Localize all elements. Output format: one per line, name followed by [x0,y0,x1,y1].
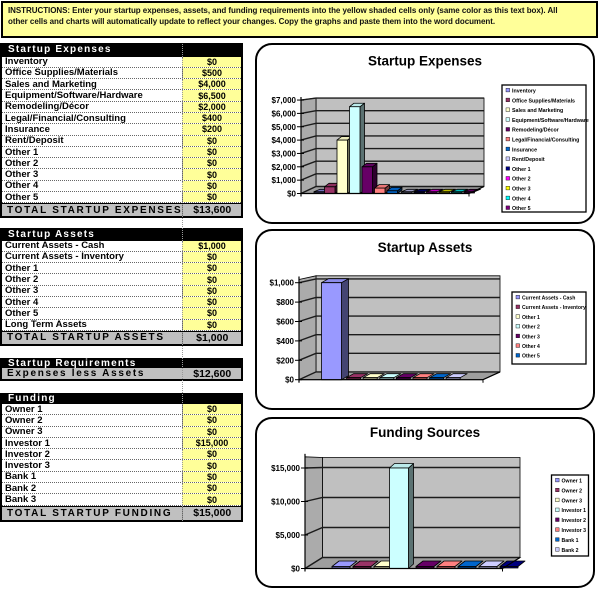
svg-text:Remodeling/Décor: Remodeling/Décor [512,128,559,134]
svg-text:Other 2: Other 2 [522,325,540,331]
svg-text:$800: $800 [276,298,294,307]
svg-text:Inventory: Inventory [512,89,536,95]
svg-text:Office Supplies/Materials: Office Supplies/Materials [512,98,575,104]
svg-text:$15,000: $15,000 [271,464,300,473]
svg-text:Other 5: Other 5 [512,206,531,212]
svg-text:$0: $0 [287,190,296,199]
svg-text:$600: $600 [276,318,294,327]
svg-text:$5,000: $5,000 [272,123,297,132]
svg-text:$6,000: $6,000 [272,109,297,118]
svg-text:Bank 2: Bank 2 [562,548,579,554]
svg-text:Current Assets - Cash: Current Assets - Cash [522,296,575,302]
svg-text:Investor 3: Investor 3 [562,528,587,534]
svg-text:Current Assets - Inventory: Current Assets - Inventory [522,305,586,311]
svg-text:$4,000: $4,000 [272,136,297,145]
svg-text:Owner 3: Owner 3 [562,498,583,504]
svg-text:Other 1: Other 1 [522,315,540,321]
svg-text:$0: $0 [291,565,300,574]
svg-text:Startup Expenses: Startup Expenses [368,54,482,69]
svg-text:Other 5: Other 5 [522,354,540,360]
svg-text:Bank 1: Bank 1 [562,538,579,544]
svg-text:Other 4: Other 4 [512,196,531,202]
svg-text:Investor 2: Investor 2 [562,518,587,524]
svg-text:Funding Sources: Funding Sources [370,425,480,440]
svg-text:Owner 1: Owner 1 [562,479,583,485]
svg-text:Equipment/Software/Hardware: Equipment/Software/Hardware [512,118,589,124]
svg-text:$0: $0 [285,376,294,385]
svg-text:Other 3: Other 3 [512,187,531,193]
svg-text:Other 1: Other 1 [512,167,531,173]
svg-text:Other 3: Other 3 [522,334,540,340]
svg-text:Owner 2: Owner 2 [562,488,583,494]
svg-text:Sales and Marketing: Sales and Marketing [512,108,563,114]
svg-text:Investor 1: Investor 1 [562,508,587,514]
svg-text:$200: $200 [276,356,294,365]
svg-text:Insurance: Insurance [512,147,537,153]
svg-text:$10,000: $10,000 [271,498,300,507]
svg-text:Other 4: Other 4 [522,344,540,350]
svg-text:Rent/Deposit: Rent/Deposit [512,157,545,163]
svg-text:$2,000: $2,000 [272,163,297,172]
svg-text:$1,000: $1,000 [272,176,297,185]
svg-text:$5,000: $5,000 [276,531,301,540]
svg-text:$3,000: $3,000 [272,149,297,158]
svg-text:Startup Assets: Startup Assets [378,240,473,255]
svg-text:$7,000: $7,000 [272,96,297,105]
svg-text:$1,000: $1,000 [270,279,295,288]
svg-text:Legal/Financial/Consulting: Legal/Financial/Consulting [512,138,579,144]
svg-text:$400: $400 [276,337,294,346]
svg-text:Other 2: Other 2 [512,177,531,183]
